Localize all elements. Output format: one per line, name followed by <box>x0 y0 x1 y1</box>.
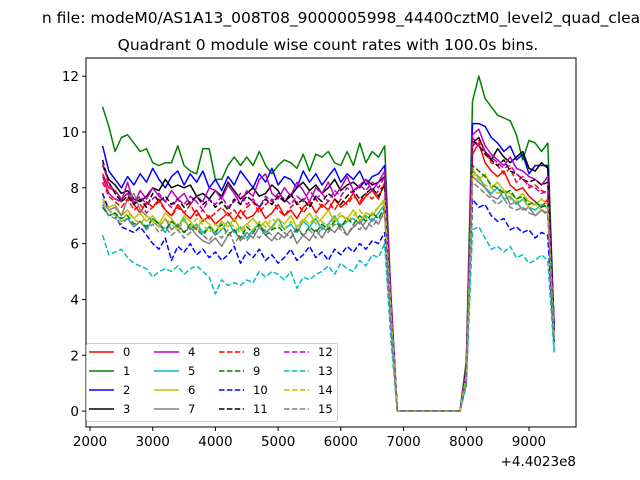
legend-label-6: 6 <box>188 383 195 397</box>
legend-label-12: 12 <box>318 345 333 359</box>
legend-label-4: 4 <box>188 345 195 359</box>
legend-label-11: 11 <box>253 402 268 416</box>
series-line-12 <box>101 136 555 412</box>
x-tick-label: 5000 <box>261 434 295 450</box>
x-tick-label: 7000 <box>386 434 420 450</box>
y-tick-label: 8 <box>70 181 79 197</box>
x-tick-label: 6000 <box>324 434 358 450</box>
x-tick-label: 2000 <box>73 434 107 450</box>
y-tick-label: 0 <box>70 404 79 420</box>
series-line-15 <box>101 181 555 412</box>
y-tick-label: 12 <box>62 69 79 85</box>
x-tick-label: 8000 <box>449 434 483 450</box>
series-line-13 <box>101 226 555 412</box>
y-tick-label: 10 <box>62 125 79 141</box>
series-line-10 <box>101 193 555 412</box>
legend-label-10: 10 <box>253 383 268 397</box>
legend-label-15: 15 <box>318 402 333 416</box>
y-axis: 0 2 4 6 8 10 12 <box>62 69 86 420</box>
series-line-2 <box>101 122 555 412</box>
y-tick-label: 4 <box>70 292 79 308</box>
x-tick-label: 3000 <box>136 434 170 450</box>
series-line-3 <box>101 136 555 412</box>
legend-label-1: 1 <box>123 364 130 378</box>
y-tick-label: 6 <box>70 237 79 253</box>
y-tick-label: 2 <box>70 348 79 364</box>
legend-label-9: 9 <box>253 364 260 378</box>
file-title: n file: modeM0/AS1A13_008T08_9000005998_… <box>42 9 640 28</box>
legend-label-2: 2 <box>123 383 130 397</box>
legend-label-0: 0 <box>123 345 130 359</box>
legend-label-3: 3 <box>123 402 130 416</box>
legend-label-7: 7 <box>188 402 195 416</box>
x-tick-label: 4000 <box>198 434 232 450</box>
x-tick-label: 9000 <box>512 434 546 450</box>
legend-label-5: 5 <box>188 364 195 378</box>
series-line-11 <box>101 139 555 412</box>
legend-label-8: 8 <box>253 345 260 359</box>
series-lines <box>101 75 555 412</box>
x-axis: 2000 3000 4000 5000 6000 7000 8000 9000 <box>73 427 546 450</box>
chart-title: Quadrant 0 module wise count rates with … <box>118 36 539 54</box>
legend-label-14: 14 <box>318 383 333 397</box>
plot-frame <box>85 57 577 428</box>
x-offset-label: +4.4023e8 <box>501 454 576 470</box>
legend-label-13: 13 <box>318 364 333 378</box>
series-line-9 <box>101 164 555 412</box>
legend-frame <box>86 343 338 422</box>
series-line-14 <box>101 173 555 412</box>
series-line-1 <box>101 75 555 412</box>
